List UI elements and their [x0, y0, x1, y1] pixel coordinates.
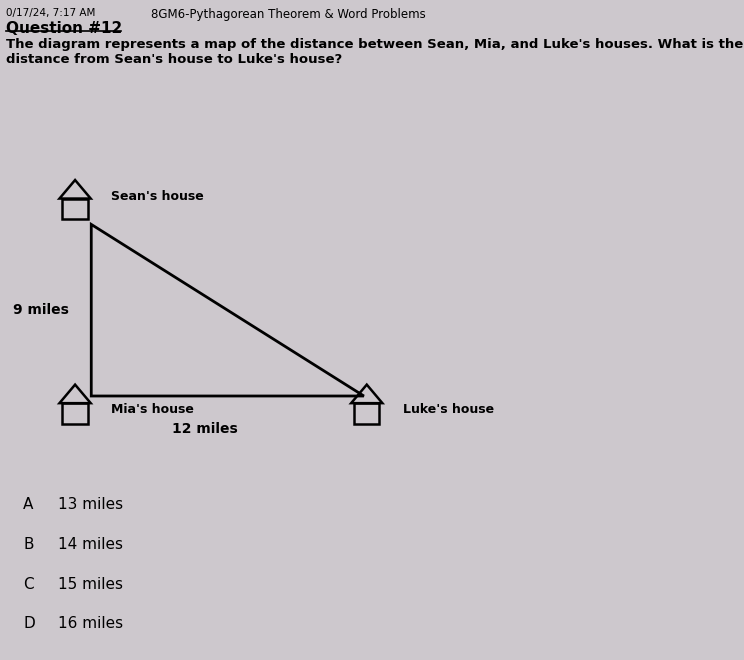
Text: 13 miles: 13 miles	[58, 498, 123, 512]
Text: 16 miles: 16 miles	[58, 616, 123, 631]
Text: Question #12: Question #12	[6, 21, 122, 36]
Text: 14 miles: 14 miles	[58, 537, 123, 552]
Text: A: A	[23, 498, 33, 512]
Text: 15 miles: 15 miles	[58, 577, 123, 591]
Text: B: B	[23, 537, 33, 552]
Text: C: C	[23, 577, 33, 591]
Text: 9 miles: 9 miles	[13, 303, 68, 317]
Text: 8GM6-Pythagorean Theorem & Word Problems: 8GM6-Pythagorean Theorem & Word Problems	[152, 8, 426, 21]
Text: Mia's house: Mia's house	[111, 403, 193, 416]
Text: Sean's house: Sean's house	[111, 189, 204, 203]
Text: 12 miles: 12 miles	[172, 422, 237, 436]
Text: Luke's house: Luke's house	[403, 403, 494, 416]
Text: 0/17/24, 7:17 AM: 0/17/24, 7:17 AM	[6, 8, 95, 18]
Text: D: D	[23, 616, 35, 631]
Text: distance from Sean's house to Luke's house?: distance from Sean's house to Luke's hou…	[6, 53, 342, 66]
Text: The diagram represents a map of the distance between Sean, Mia, and Luke's house: The diagram represents a map of the dist…	[6, 38, 743, 51]
